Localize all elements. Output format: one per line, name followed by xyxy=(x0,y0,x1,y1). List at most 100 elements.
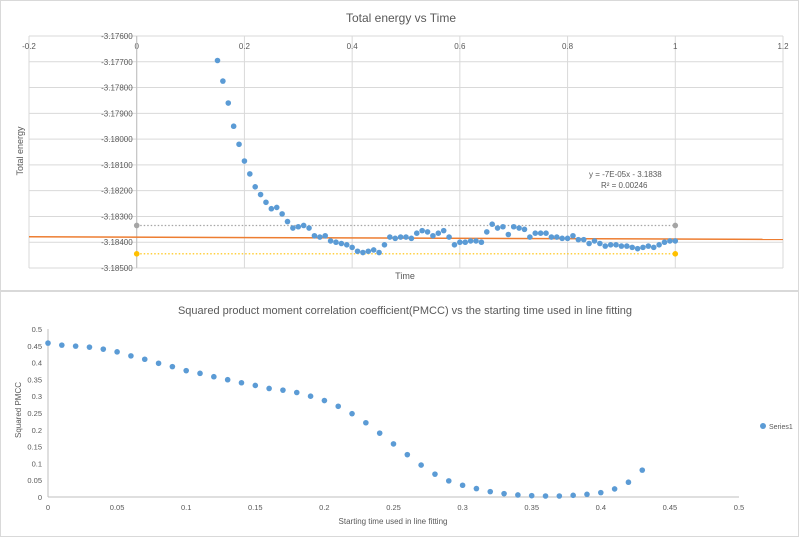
energy-point xyxy=(263,199,269,206)
pmcc-point xyxy=(611,486,618,492)
pmcc-point xyxy=(404,451,411,458)
energy-point xyxy=(349,244,355,251)
energy-point xyxy=(300,222,307,229)
y-tick-label: 0.1 xyxy=(32,459,42,468)
energy-chart-panel: Total energy vs Time Total energy Time y… xyxy=(0,0,799,291)
pmcc-point xyxy=(45,340,51,346)
pmcc-point xyxy=(584,491,590,498)
energy-point xyxy=(624,243,630,249)
y-tick-label: 0.15 xyxy=(27,443,42,452)
pmcc-point xyxy=(183,367,189,374)
pmcc-point xyxy=(252,382,259,389)
x-tick-label: 0.6 xyxy=(454,42,466,51)
trendline-r-squared: R² = 0.00246 xyxy=(601,181,648,190)
energy-point xyxy=(602,243,609,249)
pmcc-point xyxy=(459,482,466,489)
energy-point xyxy=(564,235,571,242)
energy-point xyxy=(290,225,296,231)
x-tick-label: 0.15 xyxy=(248,503,263,512)
energy-point xyxy=(257,191,264,198)
energy-point xyxy=(430,232,436,239)
pmcc-point xyxy=(390,441,397,447)
chart-title: Squared product moment correlation coeff… xyxy=(178,305,632,317)
x-tick-label: 1 xyxy=(673,42,678,51)
energy-point xyxy=(284,218,291,225)
energy-point xyxy=(376,249,382,256)
energy-chart: Total energy vs Time Total energy Time y… xyxy=(15,11,789,281)
y-tick-label: -3.17800 xyxy=(101,84,133,93)
energy-point xyxy=(333,239,339,246)
pmcc-point xyxy=(321,397,328,404)
energy-point xyxy=(397,234,404,240)
pmcc-point xyxy=(542,493,549,499)
pmcc-point xyxy=(211,373,217,380)
energy-point xyxy=(634,245,641,252)
energy-point xyxy=(656,242,662,248)
pmcc-point xyxy=(128,353,134,359)
energy-point xyxy=(387,234,393,240)
energy-point xyxy=(343,242,350,248)
x-tick-label: -0.2 xyxy=(22,42,36,51)
energy-point xyxy=(559,235,565,242)
energy-point xyxy=(613,242,619,248)
pmcc-point xyxy=(570,492,576,499)
x-tick-label: 0.2 xyxy=(319,503,329,512)
energy-point xyxy=(597,240,603,247)
x-tick-label: 0.1 xyxy=(181,503,191,512)
pmcc-point xyxy=(445,478,452,484)
pmcc-point xyxy=(266,385,272,392)
pmcc-point xyxy=(155,360,162,367)
pmcc-point xyxy=(114,349,120,355)
pmcc-point xyxy=(363,419,369,426)
x-tick-label: 1.2 xyxy=(777,42,789,51)
y-tick-label: 0.25 xyxy=(27,409,42,418)
pmcc-point xyxy=(293,389,300,396)
pmcc-point xyxy=(72,343,79,349)
pmcc-point xyxy=(100,346,107,352)
energy-point xyxy=(640,244,646,251)
energy-point xyxy=(392,235,399,242)
energy-point xyxy=(279,211,285,217)
energy-point xyxy=(457,239,463,246)
energy-point xyxy=(214,57,221,64)
energy-point xyxy=(478,239,485,246)
y-tick-label: 0.05 xyxy=(27,476,42,485)
energy-point xyxy=(516,225,522,231)
pmcc-point xyxy=(141,356,148,363)
pmcc-point xyxy=(86,344,93,350)
energy-point xyxy=(403,234,409,240)
y-tick-label: 0.2 xyxy=(32,426,42,435)
pmcc-point xyxy=(432,471,438,477)
energy-point xyxy=(311,232,318,239)
energy-point xyxy=(618,243,625,249)
energy-point xyxy=(408,235,415,242)
pmcc-point xyxy=(307,393,314,399)
energy-point xyxy=(607,242,614,248)
energy-point xyxy=(268,205,275,212)
x-tick-label: 0.2 xyxy=(239,42,251,51)
energy-point xyxy=(419,227,425,234)
y-tick-label: -3.18100 xyxy=(101,161,133,170)
energy-point xyxy=(667,238,673,244)
trendline-equation: y = -7E-05x - 3.1838 xyxy=(589,170,662,179)
y-tick-label: -3.17700 xyxy=(101,58,133,67)
y-tick-label: -3.18400 xyxy=(101,238,133,247)
energy-point xyxy=(236,141,242,148)
energy-point xyxy=(650,244,657,251)
energy-point xyxy=(360,249,366,256)
pmcc-point xyxy=(335,403,342,410)
energy-point xyxy=(500,223,506,230)
upper-bound-point xyxy=(133,222,140,229)
x-tick-label: 0.5 xyxy=(734,503,744,512)
y-axis-label: Squared PMCC xyxy=(14,382,23,438)
y-tick-label: -3.18500 xyxy=(101,264,133,273)
y-tick-label: -3.18000 xyxy=(101,135,133,144)
energy-point xyxy=(241,158,248,164)
legend-label: Series1 xyxy=(769,424,793,431)
energy-point xyxy=(317,234,323,240)
x-axis-label: Time xyxy=(395,271,415,281)
pmcc-point xyxy=(528,492,535,499)
energy-point xyxy=(354,248,361,255)
energy-point xyxy=(473,238,479,244)
energy-point xyxy=(672,238,679,244)
